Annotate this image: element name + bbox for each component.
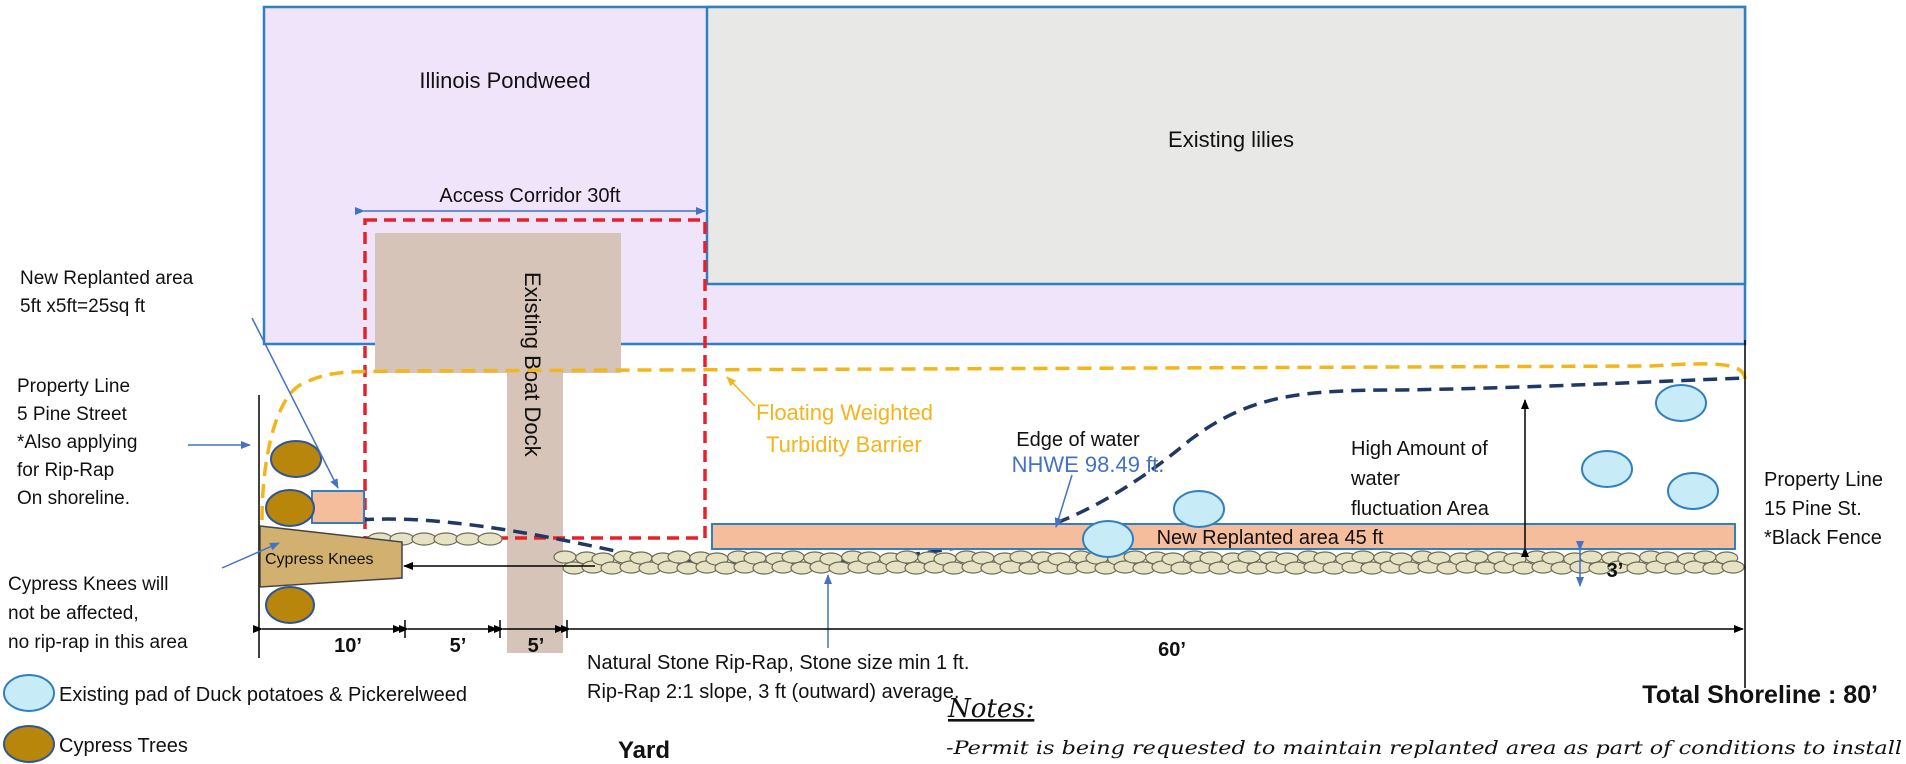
- access-corridor-label: Access Corridor 30ft: [439, 185, 621, 207]
- riprap-stones: [367, 532, 1745, 575]
- property-line-left-label: Property Line 5 Pine Street *Also applyi…: [17, 376, 143, 509]
- dimension-5ft-a: 5’: [450, 635, 467, 657]
- riprap-description: Natural Stone Rip-Rap, Stone size min 1 …: [587, 652, 975, 703]
- duck-potato-pad: [1655, 384, 1707, 422]
- replanted-area-45: [711, 523, 1736, 550]
- dimension-5ft-b: 5’: [528, 635, 545, 657]
- legend-duck-potato-symbol: [3, 674, 55, 712]
- riprap-stone: [1237, 550, 1261, 564]
- turbidity-barrier-label: Floating Weighted Turbidity Barrier: [756, 400, 939, 457]
- fluctuation-area-label: High Amount of water fluctuation Area: [1350, 438, 1493, 520]
- legend-cypress-label: Cypress Trees: [59, 735, 188, 757]
- cypress-tree: [265, 489, 315, 527]
- riprap-stone: [411, 532, 437, 546]
- riprap-stone: [1009, 550, 1033, 564]
- nhwe-label: NHWE 98.49 ft.: [1012, 452, 1165, 477]
- barrier-pointer: [726, 376, 756, 407]
- turbidity-barrier-line: [260, 362, 1747, 521]
- legend-cypress-symbol: [3, 725, 55, 763]
- riprap-stone: [781, 550, 805, 564]
- replanted-area-45-label: New Replanted area 45 ft: [1157, 527, 1384, 549]
- dimension-60ft: 60’: [1158, 639, 1186, 661]
- total-shoreline-label: Total Shoreline : 80’: [1642, 681, 1878, 709]
- water-edge-line: [359, 376, 1746, 567]
- riprap-stone: [1351, 550, 1375, 564]
- cypress-knees-pointer: [221, 542, 280, 569]
- cypress-knees-note: Cypress Knees will not be affected, no r…: [8, 574, 188, 653]
- riprap-stone: [1465, 550, 1489, 564]
- water-edge-pointer: [1054, 474, 1073, 528]
- boat-dock-platform: [375, 233, 621, 373]
- riprap-stone: [1721, 560, 1745, 574]
- riprap-stone: [477, 532, 503, 546]
- notes-text: -Permit is being requested to maintain r…: [946, 737, 1902, 759]
- cypress-tree: [270, 440, 322, 478]
- riprap-stone: [895, 550, 919, 564]
- replanted-small-pointer: [251, 317, 339, 489]
- duck-potato-pad: [1173, 490, 1225, 528]
- cypress-tree: [265, 586, 315, 624]
- access-corridor-box: [363, 218, 707, 540]
- lilies-region: [705, 5, 1747, 286]
- edge-of-water-label: Edge of water: [1016, 429, 1140, 451]
- duck-potato-pad: [1581, 450, 1633, 488]
- cypress-knees-area: [259, 525, 403, 588]
- riprap-stone: [1693, 550, 1717, 564]
- legend-duck-potato-label: Existing pad of Duck potatoes & Pickerel…: [59, 684, 467, 706]
- riprap-stone: [1123, 550, 1147, 564]
- pondweed-label: Illinois Pondweed: [419, 68, 590, 93]
- riprap-stone: [1579, 550, 1603, 564]
- duck-potato-pad: [1082, 520, 1134, 558]
- yard-label: Yard: [618, 737, 670, 764]
- cypress-knees-label: Cypress Knees: [265, 551, 374, 568]
- boat-dock-walkway: [507, 373, 563, 653]
- lilies-label: Existing lilies: [1168, 127, 1294, 152]
- boat-dock-label: Existing Boat Dock: [520, 272, 545, 458]
- riprap-stone: [667, 550, 691, 564]
- duck-potato-pad: [1667, 472, 1719, 510]
- dimension-10ft: 10’: [334, 635, 362, 657]
- property-line-right-label: Property Line 15 Pine St. *Black Fence: [1764, 469, 1889, 549]
- replanted-small-label: New Replanted area 5ft x5ft=25sq ft: [20, 268, 199, 317]
- riprap-stone: [455, 532, 481, 546]
- shoreline-dimensions: [253, 620, 1744, 638]
- notes-heading: Notes:: [947, 694, 1034, 724]
- depth-label: 3’: [1607, 560, 1624, 582]
- replanted-area-small: [311, 490, 365, 524]
- riprap-stone: [433, 532, 459, 546]
- riprap-stone: [553, 550, 577, 564]
